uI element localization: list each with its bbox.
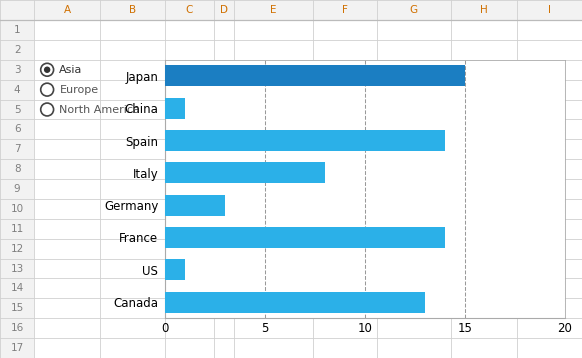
Bar: [165, 98, 185, 119]
Text: 12: 12: [10, 244, 24, 254]
Text: 10: 10: [10, 204, 24, 214]
Text: 4: 4: [14, 84, 20, 95]
Bar: [0, 0, 582, 20]
Bar: [165, 163, 325, 183]
Bar: [165, 291, 425, 313]
Ellipse shape: [41, 103, 54, 116]
Text: F: F: [342, 5, 347, 15]
Text: 3: 3: [14, 65, 20, 75]
Text: A: A: [63, 5, 71, 15]
Text: I: I: [548, 5, 551, 15]
Text: 7: 7: [14, 144, 20, 154]
Bar: [165, 259, 185, 280]
Ellipse shape: [41, 83, 54, 96]
Text: 5: 5: [14, 105, 20, 115]
Text: 9: 9: [14, 184, 20, 194]
Text: 1: 1: [14, 25, 20, 35]
Text: 17: 17: [10, 343, 24, 353]
Text: 2: 2: [14, 45, 20, 55]
Text: 6: 6: [14, 124, 20, 134]
Text: 8: 8: [14, 164, 20, 174]
Text: 11: 11: [10, 224, 24, 234]
Text: Asia: Asia: [59, 65, 83, 75]
Bar: [165, 195, 225, 216]
Text: C: C: [186, 5, 193, 15]
Text: B: B: [129, 5, 136, 15]
Text: 14: 14: [10, 284, 24, 294]
Text: Europe: Europe: [59, 84, 98, 95]
Text: 16: 16: [10, 323, 24, 333]
Bar: [0, 20, 34, 358]
Bar: [165, 66, 464, 87]
Text: North America: North America: [59, 105, 140, 115]
Bar: [165, 130, 445, 151]
Text: H: H: [480, 5, 488, 15]
Text: 15: 15: [10, 303, 24, 313]
Text: 13: 13: [10, 263, 24, 274]
Text: D: D: [220, 5, 228, 15]
Bar: [165, 227, 445, 248]
Ellipse shape: [44, 67, 51, 73]
Text: E: E: [270, 5, 276, 15]
Ellipse shape: [41, 63, 54, 76]
Text: G: G: [410, 5, 418, 15]
